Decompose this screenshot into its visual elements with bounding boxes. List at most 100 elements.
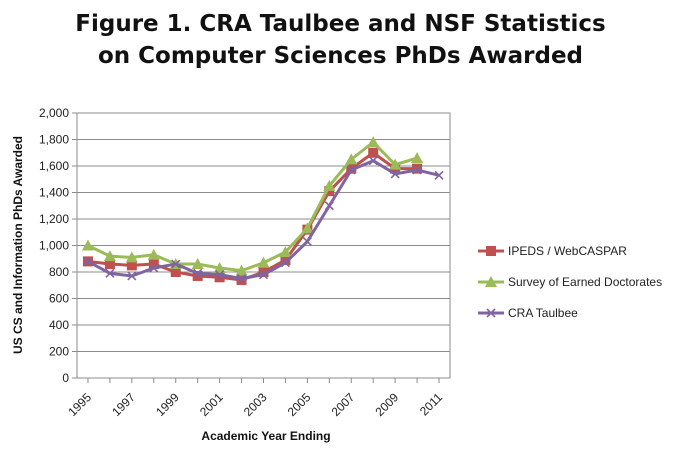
square-marker (368, 147, 379, 158)
x-marker-stroke (236, 274, 247, 284)
y-axis-label: US CS and Information PhDs Awarded (11, 136, 25, 354)
legend-entry: IPEDS / WebCASPAR (478, 244, 627, 258)
y-tick-label: 1,800 (39, 133, 69, 147)
y-tick-label: 200 (49, 345, 69, 359)
legend-label: Survey of Earned Doctorates (508, 275, 662, 289)
x-marker-stroke (83, 256, 93, 266)
x-marker (105, 268, 115, 278)
x-marker-stroke (324, 201, 334, 211)
x-marker (346, 165, 356, 175)
x-tick-label: 2003 (241, 390, 270, 419)
triangle-marker (279, 246, 292, 258)
triangle-marker (323, 179, 336, 191)
series-line (87, 151, 418, 282)
x-axis-label: Academic Year Ending (201, 429, 330, 443)
y-tick-label: 400 (49, 318, 69, 332)
chart-title-line-1: Figure 1. CRA Taulbee and NSF Statistics (75, 11, 606, 37)
legend-label: IPEDS / WebCASPAR (508, 244, 627, 258)
x-marker (236, 274, 247, 284)
series-line (87, 140, 418, 273)
triangle-marker (125, 251, 138, 263)
triangle-marker (411, 152, 424, 164)
x-marker (258, 270, 269, 280)
square-marker (486, 246, 496, 256)
square-marker (148, 259, 159, 270)
x-marker (215, 270, 225, 280)
x-marker (127, 271, 137, 281)
y-tick-label: 600 (49, 292, 69, 306)
x-tick-label: 1997 (109, 390, 138, 419)
x-marker-stroke (105, 268, 115, 278)
plot-area (81, 136, 444, 285)
series-x (83, 156, 444, 284)
x-marker-stroke (215, 270, 225, 280)
x-marker-stroke (434, 170, 444, 180)
triangle-marker (103, 250, 116, 262)
square-marker (280, 255, 291, 266)
triangle-marker (81, 239, 94, 251)
x-marker-stroke (368, 156, 378, 166)
x-marker (171, 259, 181, 269)
x-marker (280, 258, 291, 268)
x-marker (302, 236, 312, 247)
y-tick-label: 0 (62, 371, 69, 385)
x-marker (434, 170, 444, 180)
chart-title-line-2: on Computer Sciences PhDs Awarded (97, 43, 584, 69)
x-marker-stroke (258, 270, 269, 280)
triangle-marker (235, 264, 248, 276)
x-marker-stroke (149, 263, 159, 273)
gridlines (77, 112, 450, 379)
x-marker (368, 156, 378, 166)
triangle-marker (345, 153, 358, 165)
series-triangle (81, 136, 424, 276)
x-tick-label: 2011 (417, 390, 445, 418)
chart-title: Figure 1. CRA Taulbee and NSF Statistics… (0, 8, 681, 72)
x-marker (486, 308, 496, 318)
legend: IPEDS / WebCASPAR Survey of Earned Doctor… (478, 244, 662, 320)
square-marker (192, 270, 203, 281)
x-marker-stroke (302, 236, 312, 247)
x-tick-label: 2001 (197, 390, 226, 419)
square-marker (170, 267, 181, 277)
y-tick-label: 1,200 (39, 212, 69, 226)
x-marker (390, 169, 400, 179)
square-marker (104, 259, 115, 270)
x-tick-label: 1999 (153, 390, 182, 419)
square-marker (324, 186, 335, 197)
x-marker (149, 263, 159, 273)
legend-entry: Survey of Earned Doctorates (478, 275, 662, 289)
triangle-marker (485, 276, 497, 287)
triangle-marker (213, 262, 226, 274)
x-marker (324, 201, 334, 211)
axes (72, 112, 451, 383)
x-tick-label: 2005 (285, 390, 314, 419)
series-square (82, 147, 423, 285)
x-marker-stroke (346, 165, 356, 175)
x-marker (193, 268, 203, 278)
x-tick-label: 2007 (329, 390, 358, 419)
triangle-marker (191, 258, 204, 270)
x-marker-stroke (280, 258, 291, 268)
triangle-marker (147, 248, 160, 260)
x-tick-label: 2009 (372, 390, 401, 419)
y-tick-label: 1,400 (39, 186, 69, 200)
square-marker (258, 267, 269, 277)
triangle-marker (301, 222, 314, 234)
square-marker (214, 272, 225, 283)
x-marker-stroke (171, 259, 181, 269)
x-marker-stroke (193, 268, 203, 278)
x-marker (83, 256, 93, 266)
legend-label: CRA Taulbee (508, 306, 578, 320)
x-marker-stroke (127, 271, 137, 281)
x-marker (412, 165, 422, 175)
x-marker-stroke (390, 169, 400, 179)
x-marker-stroke (412, 165, 422, 175)
square-marker (126, 260, 137, 271)
triangle-marker (257, 256, 270, 268)
triangle-marker (367, 136, 380, 148)
triangle-marker (389, 158, 402, 170)
legend-entry: CRA Taulbee (478, 306, 578, 320)
y-tick-label: 800 (49, 265, 69, 279)
y-tick-label: 1,600 (39, 159, 69, 173)
